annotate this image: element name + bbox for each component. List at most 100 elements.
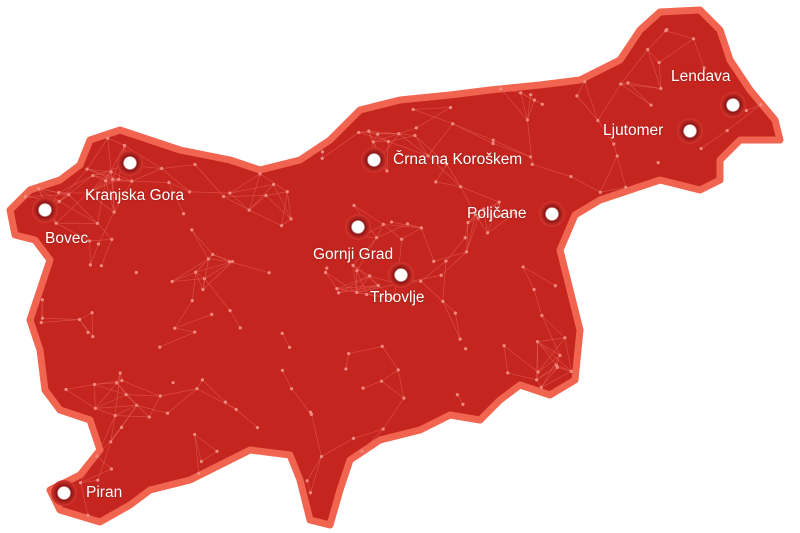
city-label[interactable]: Kranjska Gora <box>85 187 185 204</box>
network-node <box>95 221 100 225</box>
network-line <box>338 285 379 294</box>
city-marker-icon[interactable] <box>539 201 565 227</box>
network-node <box>519 91 523 95</box>
network-node <box>190 228 194 232</box>
network-line <box>665 30 694 40</box>
network-node <box>86 330 90 334</box>
network-line <box>80 468 112 484</box>
network-node <box>351 263 355 267</box>
network-line <box>115 415 150 418</box>
network-line <box>466 217 479 252</box>
network-line <box>87 171 112 194</box>
network-line <box>194 434 218 452</box>
network-line <box>620 83 652 106</box>
network-node <box>197 471 201 476</box>
city-label[interactable]: Črna na Koroškem <box>393 151 523 168</box>
network-node <box>99 264 104 268</box>
network-node <box>525 118 530 122</box>
network-line <box>80 482 89 516</box>
network-node <box>656 161 660 165</box>
network-line <box>131 180 169 183</box>
network-line <box>87 192 115 213</box>
network-line <box>537 341 557 366</box>
city-label[interactable]: Gornji Grad <box>313 246 394 263</box>
network-line <box>97 441 112 481</box>
network-node <box>87 239 92 243</box>
network-node <box>530 162 534 166</box>
network-node <box>536 370 540 374</box>
city-marker-icon[interactable] <box>720 92 746 118</box>
network-node <box>386 139 391 144</box>
city-label[interactable]: Trbovlje <box>370 289 425 306</box>
network-node <box>702 66 706 70</box>
network-line <box>121 380 161 397</box>
network-node <box>122 143 127 148</box>
network-line <box>388 141 429 157</box>
network-line <box>229 310 241 328</box>
network-line <box>229 261 270 274</box>
city-marker-icon[interactable] <box>51 480 77 506</box>
city-label[interactable]: Piran <box>86 484 123 501</box>
network-node <box>714 72 718 76</box>
city-marker-icon[interactable] <box>117 150 143 176</box>
network-line <box>584 81 599 121</box>
network-node <box>691 37 696 41</box>
network-node <box>583 79 587 84</box>
network-line <box>487 212 516 234</box>
city-marker-icon[interactable] <box>345 214 371 240</box>
network-line <box>398 133 429 157</box>
network-node <box>77 317 82 322</box>
network-node <box>280 368 285 372</box>
network-line <box>161 164 196 169</box>
network-line <box>94 380 122 385</box>
network-line <box>600 186 626 193</box>
network-node <box>130 179 134 183</box>
network-line <box>376 223 408 238</box>
network-line <box>421 227 435 262</box>
network-node <box>463 236 467 240</box>
network-node <box>397 132 401 136</box>
network-line <box>195 271 205 279</box>
network-line <box>124 145 162 169</box>
network-node <box>160 166 164 171</box>
network-node <box>335 286 339 291</box>
network-line <box>80 456 98 483</box>
network-node <box>193 432 197 437</box>
network-node <box>432 259 436 263</box>
network-line <box>336 275 370 289</box>
network-node <box>85 167 89 171</box>
city-marker-icon[interactable] <box>677 118 703 144</box>
network-line <box>159 331 195 348</box>
city-marker-icon[interactable] <box>361 147 387 173</box>
network-line <box>414 135 447 165</box>
network-line <box>136 404 168 414</box>
network-line <box>311 414 322 457</box>
network-node <box>485 231 490 235</box>
network-node <box>264 193 268 198</box>
network-node <box>118 371 122 375</box>
network-node <box>389 220 394 224</box>
network-line <box>362 380 382 389</box>
network-line <box>442 261 447 302</box>
network-line <box>80 479 98 484</box>
city-label[interactable]: Ljutomer <box>603 122 664 139</box>
city-label[interactable]: Lendava <box>671 68 731 85</box>
network-node <box>664 29 668 33</box>
network-line <box>196 379 203 389</box>
network-node <box>23 195 27 199</box>
network-line <box>356 237 377 271</box>
network-node <box>238 326 242 330</box>
network-node <box>491 141 495 146</box>
city-marker-icon[interactable] <box>388 262 414 288</box>
network-line <box>194 434 200 474</box>
network-node <box>96 242 101 246</box>
city-label[interactable]: Poljčane <box>467 205 527 222</box>
city-label[interactable]: Bovec <box>45 230 89 247</box>
network-line <box>620 49 648 85</box>
network-line <box>427 123 453 157</box>
city-marker-icon[interactable] <box>32 197 58 223</box>
network-line <box>310 456 322 493</box>
network-node <box>228 191 232 195</box>
network-line <box>746 104 761 111</box>
network-node <box>86 513 90 517</box>
